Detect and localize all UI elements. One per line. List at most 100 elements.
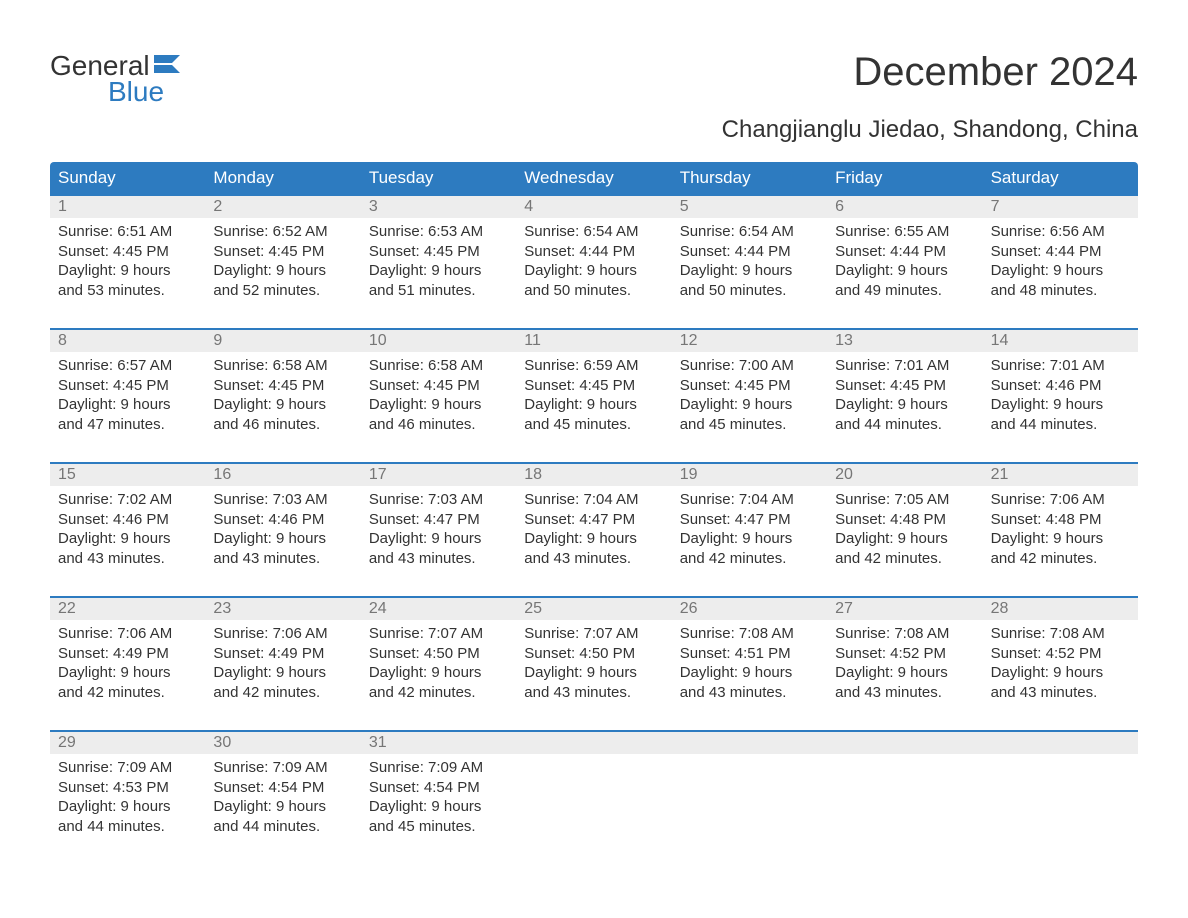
day-line: Daylight: 9 hours: [680, 261, 819, 281]
day-body: Sunrise: 6:58 AMSunset: 4:45 PMDaylight:…: [361, 352, 516, 440]
day-number: 31: [361, 732, 516, 754]
day-cell: 5Sunrise: 6:54 AMSunset: 4:44 PMDaylight…: [672, 196, 827, 306]
day-cell: .: [672, 732, 827, 842]
day-line: Daylight: 9 hours: [58, 529, 197, 549]
day-line: Daylight: 9 hours: [991, 395, 1130, 415]
week-row: 22Sunrise: 7:06 AMSunset: 4:49 PMDayligh…: [50, 596, 1138, 708]
day-cell: 22Sunrise: 7:06 AMSunset: 4:49 PMDayligh…: [50, 598, 205, 708]
day-line: Daylight: 9 hours: [213, 395, 352, 415]
day-number: 30: [205, 732, 360, 754]
day-number: 27: [827, 598, 982, 620]
day-number: 14: [983, 330, 1138, 352]
day-body: Sunrise: 7:07 AMSunset: 4:50 PMDaylight:…: [516, 620, 671, 708]
day-body: Sunrise: 7:08 AMSunset: 4:52 PMDaylight:…: [827, 620, 982, 708]
day-header: Thursday: [672, 162, 827, 194]
day-line: Sunrise: 7:03 AM: [369, 490, 508, 510]
day-number: 26: [672, 598, 827, 620]
calendar: SundayMondayTuesdayWednesdayThursdayFrid…: [50, 162, 1138, 842]
day-body: Sunrise: 7:09 AMSunset: 4:54 PMDaylight:…: [205, 754, 360, 842]
day-cell: 1Sunrise: 6:51 AMSunset: 4:45 PMDaylight…: [50, 196, 205, 306]
day-body: Sunrise: 7:01 AMSunset: 4:46 PMDaylight:…: [983, 352, 1138, 440]
day-line: and 43 minutes.: [835, 683, 974, 703]
day-line: Daylight: 9 hours: [991, 663, 1130, 683]
day-cell: 9Sunrise: 6:58 AMSunset: 4:45 PMDaylight…: [205, 330, 360, 440]
page-title: December 2024: [853, 50, 1138, 95]
day-number: 8: [50, 330, 205, 352]
day-body: Sunrise: 6:59 AMSunset: 4:45 PMDaylight:…: [516, 352, 671, 440]
day-line: and 51 minutes.: [369, 281, 508, 301]
day-line: Sunrise: 6:56 AM: [991, 222, 1130, 242]
day-line: Sunset: 4:47 PM: [369, 510, 508, 530]
day-body: Sunrise: 7:06 AMSunset: 4:48 PMDaylight:…: [983, 486, 1138, 574]
day-cell: 11Sunrise: 6:59 AMSunset: 4:45 PMDayligh…: [516, 330, 671, 440]
day-cell: 18Sunrise: 7:04 AMSunset: 4:47 PMDayligh…: [516, 464, 671, 574]
day-line: Sunrise: 6:59 AM: [524, 356, 663, 376]
day-line: and 48 minutes.: [991, 281, 1130, 301]
empty-cell: .: [983, 732, 1138, 754]
day-line: Daylight: 9 hours: [835, 395, 974, 415]
week-row: 29Sunrise: 7:09 AMSunset: 4:53 PMDayligh…: [50, 730, 1138, 842]
day-line: Sunset: 4:54 PM: [213, 778, 352, 798]
day-number: 19: [672, 464, 827, 486]
day-cell: 6Sunrise: 6:55 AMSunset: 4:44 PMDaylight…: [827, 196, 982, 306]
day-line: Daylight: 9 hours: [524, 395, 663, 415]
week-header-row: SundayMondayTuesdayWednesdayThursdayFrid…: [50, 162, 1138, 194]
day-line: Sunrise: 7:06 AM: [58, 624, 197, 644]
day-cell: 7Sunrise: 6:56 AMSunset: 4:44 PMDaylight…: [983, 196, 1138, 306]
day-cell: 27Sunrise: 7:08 AMSunset: 4:52 PMDayligh…: [827, 598, 982, 708]
day-cell: 25Sunrise: 7:07 AMSunset: 4:50 PMDayligh…: [516, 598, 671, 708]
day-line: Daylight: 9 hours: [213, 797, 352, 817]
day-cell: 26Sunrise: 7:08 AMSunset: 4:51 PMDayligh…: [672, 598, 827, 708]
day-number: 3: [361, 196, 516, 218]
day-cell: 8Sunrise: 6:57 AMSunset: 4:45 PMDaylight…: [50, 330, 205, 440]
day-number: 17: [361, 464, 516, 486]
day-line: and 43 minutes.: [991, 683, 1130, 703]
day-cell: 2Sunrise: 6:52 AMSunset: 4:45 PMDaylight…: [205, 196, 360, 306]
day-line: Sunset: 4:49 PM: [58, 644, 197, 664]
day-body: Sunrise: 6:51 AMSunset: 4:45 PMDaylight:…: [50, 218, 205, 306]
day-line: Sunset: 4:51 PM: [680, 644, 819, 664]
header-row: General Blue December 2024: [50, 50, 1138, 108]
day-line: and 42 minutes.: [680, 549, 819, 569]
day-line: and 43 minutes.: [524, 549, 663, 569]
day-cell: .: [827, 732, 982, 842]
day-body: Sunrise: 6:54 AMSunset: 4:44 PMDaylight:…: [516, 218, 671, 306]
day-line: Daylight: 9 hours: [369, 529, 508, 549]
day-line: Sunrise: 7:09 AM: [58, 758, 197, 778]
day-header: Monday: [205, 162, 360, 194]
day-body: Sunrise: 7:03 AMSunset: 4:47 PMDaylight:…: [361, 486, 516, 574]
day-line: Sunrise: 6:54 AM: [680, 222, 819, 242]
day-number: 20: [827, 464, 982, 486]
day-cell: 21Sunrise: 7:06 AMSunset: 4:48 PMDayligh…: [983, 464, 1138, 574]
day-line: Sunrise: 7:06 AM: [991, 490, 1130, 510]
day-cell: 13Sunrise: 7:01 AMSunset: 4:45 PMDayligh…: [827, 330, 982, 440]
day-line: and 53 minutes.: [58, 281, 197, 301]
day-line: and 43 minutes.: [524, 683, 663, 703]
day-line: and 42 minutes.: [213, 683, 352, 703]
day-number: 2: [205, 196, 360, 218]
day-line: Daylight: 9 hours: [835, 663, 974, 683]
day-header: Friday: [827, 162, 982, 194]
day-body: Sunrise: 7:04 AMSunset: 4:47 PMDaylight:…: [672, 486, 827, 574]
day-line: Sunset: 4:47 PM: [524, 510, 663, 530]
day-line: Sunset: 4:44 PM: [835, 242, 974, 262]
day-line: and 42 minutes.: [58, 683, 197, 703]
day-cell: 16Sunrise: 7:03 AMSunset: 4:46 PMDayligh…: [205, 464, 360, 574]
day-cell: .: [983, 732, 1138, 842]
day-number: 21: [983, 464, 1138, 486]
day-line: Sunset: 4:45 PM: [58, 242, 197, 262]
day-line: Sunrise: 7:04 AM: [524, 490, 663, 510]
day-line: and 42 minutes.: [991, 549, 1130, 569]
day-cell: 3Sunrise: 6:53 AMSunset: 4:45 PMDaylight…: [361, 196, 516, 306]
day-line: Sunrise: 6:51 AM: [58, 222, 197, 242]
day-line: Sunset: 4:45 PM: [213, 376, 352, 396]
day-number: 7: [983, 196, 1138, 218]
day-cell: 20Sunrise: 7:05 AMSunset: 4:48 PMDayligh…: [827, 464, 982, 574]
day-line: Daylight: 9 hours: [680, 663, 819, 683]
day-line: Sunrise: 7:00 AM: [680, 356, 819, 376]
day-line: Sunset: 4:53 PM: [58, 778, 197, 798]
day-line: Sunset: 4:50 PM: [524, 644, 663, 664]
day-body: Sunrise: 7:03 AMSunset: 4:46 PMDaylight:…: [205, 486, 360, 574]
day-line: Sunset: 4:45 PM: [213, 242, 352, 262]
day-line: Sunset: 4:45 PM: [835, 376, 974, 396]
